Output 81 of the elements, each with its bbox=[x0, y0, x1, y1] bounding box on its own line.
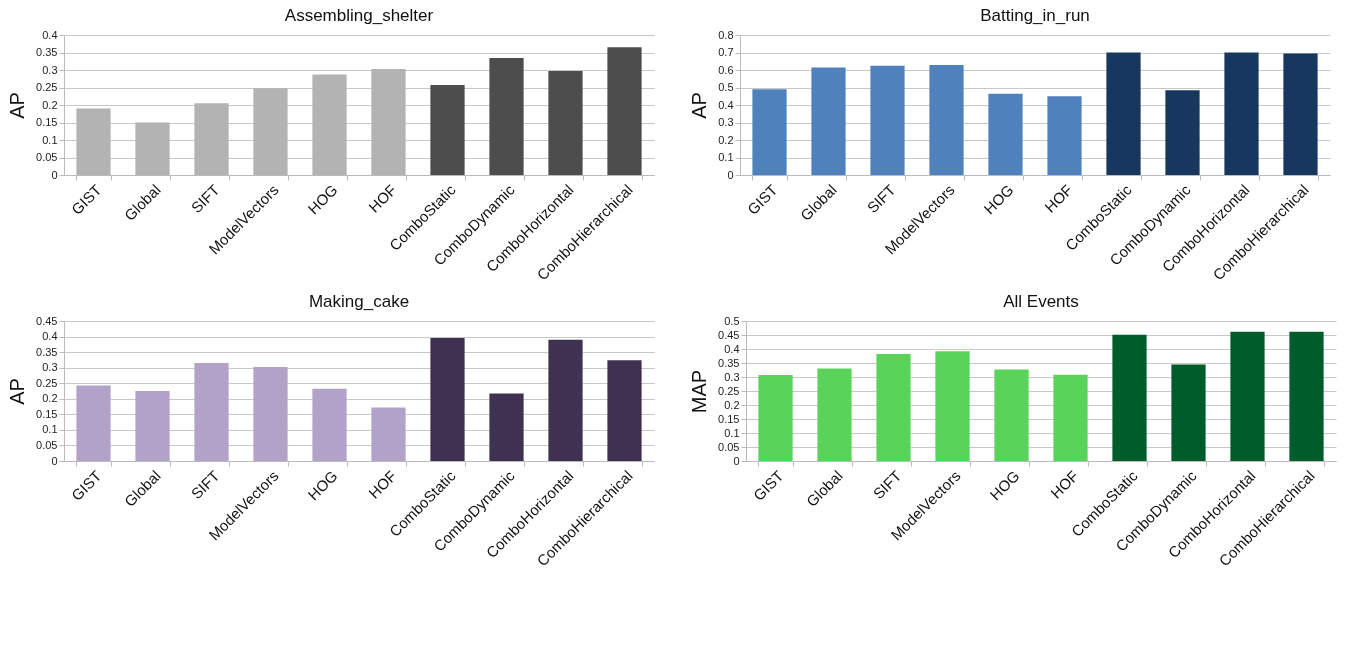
y-tick-label: 0.2 bbox=[42, 392, 58, 405]
bar bbox=[548, 339, 583, 461]
bar bbox=[758, 375, 793, 461]
chart-title: Batting_in_run bbox=[980, 6, 1090, 25]
chart-title: All Events bbox=[1003, 292, 1079, 311]
y-tick-label: 0.4 bbox=[42, 28, 58, 41]
bar bbox=[817, 368, 852, 461]
y-axis-title: AP bbox=[6, 378, 29, 405]
y-tick-label: 0.35 bbox=[36, 46, 58, 58]
bar bbox=[194, 363, 229, 461]
bar bbox=[430, 85, 465, 175]
y-tick-label: 0.1 bbox=[718, 151, 734, 163]
y-tick-label: 0.4 bbox=[718, 98, 734, 111]
y-tick-label: 0.3 bbox=[42, 63, 58, 76]
y-tick-label: 0.35 bbox=[36, 345, 58, 358]
y-tick-label: 0.15 bbox=[36, 116, 58, 128]
y-tick-label: 0.3 bbox=[42, 361, 58, 374]
y-tick-label: 0.15 bbox=[718, 412, 740, 425]
bar bbox=[929, 65, 964, 175]
y-tick-label: 0.8 bbox=[718, 28, 734, 41]
y-tick-label: 0.05 bbox=[36, 151, 58, 163]
y-tick-label: 0.5 bbox=[724, 314, 740, 327]
bar bbox=[489, 58, 524, 175]
y-tick-label: 0.25 bbox=[36, 81, 58, 93]
bar bbox=[607, 47, 642, 175]
bar bbox=[135, 391, 170, 461]
bar bbox=[811, 67, 846, 175]
bar bbox=[876, 354, 911, 461]
y-tick-label: 0 bbox=[727, 168, 734, 181]
chart-title: Assembling_shelter bbox=[284, 6, 434, 25]
y-tick-label: 0.1 bbox=[724, 426, 740, 439]
bar bbox=[1289, 331, 1324, 461]
y-tick-label: 0.05 bbox=[718, 440, 740, 453]
y-tick-label: 0 bbox=[51, 454, 58, 467]
chart-title: Making_cake bbox=[308, 292, 410, 311]
y-tick-label: 0.15 bbox=[36, 407, 58, 420]
y-tick-label: 0.1 bbox=[42, 423, 58, 436]
bar bbox=[489, 393, 524, 461]
y-tick-label: 0.45 bbox=[36, 314, 58, 327]
bar bbox=[752, 89, 787, 175]
bar bbox=[988, 93, 1023, 175]
bar bbox=[1230, 331, 1265, 461]
y-axis-title: AP bbox=[6, 92, 29, 119]
bar bbox=[994, 369, 1029, 461]
bar bbox=[1283, 53, 1318, 175]
bar bbox=[430, 338, 465, 461]
y-tick-label: 0 bbox=[733, 454, 740, 467]
y-tick-label: 0.45 bbox=[718, 328, 740, 341]
y-tick-label: 0.7 bbox=[718, 46, 734, 58]
bar bbox=[1171, 364, 1206, 461]
bar bbox=[1106, 52, 1141, 175]
bar bbox=[1112, 334, 1147, 461]
bar bbox=[76, 385, 111, 461]
y-tick-label: 0.25 bbox=[36, 376, 58, 389]
y-tick-label: 0.4 bbox=[724, 342, 740, 355]
bar bbox=[870, 65, 905, 175]
y-axis-title: AP bbox=[688, 92, 711, 119]
bar bbox=[935, 351, 970, 461]
y-tick-label: 0.05 bbox=[36, 438, 58, 451]
y-tick-label: 0.35 bbox=[718, 356, 740, 369]
y-tick-label: 0.2 bbox=[718, 133, 734, 146]
y-tick-label: 0.3 bbox=[724, 370, 740, 383]
bar bbox=[371, 407, 406, 461]
y-tick-label: 0.1 bbox=[42, 133, 58, 146]
bar bbox=[607, 360, 642, 461]
bar bbox=[253, 367, 288, 461]
y-tick-label: 0.2 bbox=[42, 98, 58, 111]
y-tick-label: 0.3 bbox=[718, 116, 734, 128]
y-tick-label: 0.5 bbox=[718, 81, 734, 93]
y-tick-label: 0.6 bbox=[718, 63, 734, 76]
y-tick-label: 0.2 bbox=[724, 398, 740, 411]
bar bbox=[312, 388, 347, 461]
bar bbox=[1053, 374, 1088, 461]
y-axis-title: MAP bbox=[688, 369, 711, 414]
y-tick-label: 0.25 bbox=[718, 384, 740, 397]
bar bbox=[1165, 90, 1200, 175]
y-tick-label: 0.4 bbox=[42, 330, 58, 343]
bar bbox=[1047, 96, 1082, 175]
bar bbox=[1224, 52, 1259, 175]
bar bbox=[548, 71, 583, 175]
y-tick-label: 0 bbox=[51, 168, 58, 181]
